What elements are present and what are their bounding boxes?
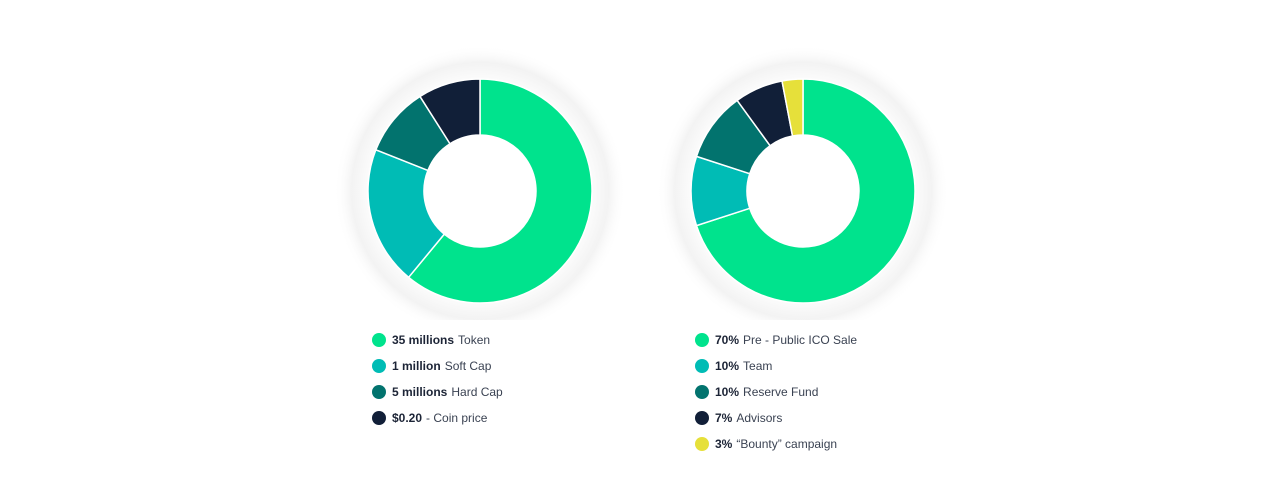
legend-dot-icon <box>372 385 386 399</box>
donut-slice[interactable] <box>407 78 593 304</box>
legend-value: 10% <box>715 385 740 399</box>
legend-value: 35 millions <box>392 333 455 347</box>
legend-value: 10% <box>715 359 740 373</box>
legend-dot-icon <box>695 411 709 425</box>
legend-label: Pre - Public ICO Sale <box>743 333 858 347</box>
legend-dot-icon <box>372 359 386 373</box>
legend-value: 5 millions <box>392 385 448 399</box>
legend-item: 10% Reserve Fund <box>695 379 857 405</box>
legend-dot-icon <box>372 411 386 425</box>
distribution-donut-chart <box>657 45 949 320</box>
token-chart <box>332 0 632 320</box>
legend-label: - Coin price <box>426 411 488 425</box>
legend-value: 7% <box>715 411 733 425</box>
legend-item: 3% “Bounty” campaign <box>695 431 857 457</box>
legend-item: 5 millions Hard Cap <box>372 379 503 405</box>
legend-value: 3% <box>715 437 733 451</box>
token-donut-chart <box>334 45 626 320</box>
legend-dot-icon <box>695 385 709 399</box>
legend-value: 70% <box>715 333 740 347</box>
donut-slice[interactable] <box>418 78 481 145</box>
legend-dot-icon <box>695 359 709 373</box>
legend-dot-icon <box>372 333 386 347</box>
legend-label: Team <box>743 359 773 373</box>
distribution-legend: 70% Pre - Public ICO Sale 10% Team 10% Reserv… <box>695 327 857 457</box>
legend-item: 1 million Soft Cap <box>372 353 503 379</box>
donut-slice[interactable] <box>695 78 916 304</box>
legend-label: Token <box>458 333 491 347</box>
legend-label: Hard Cap <box>451 385 503 399</box>
legend-label: Advisors <box>736 411 783 425</box>
legend-label: Reserve Fund <box>743 385 819 399</box>
legend-item: 7% Advisors <box>695 405 857 431</box>
legend-item: $0.20- Coin price <box>372 405 503 431</box>
donut-slice[interactable] <box>781 78 804 137</box>
distribution-chart <box>655 0 955 320</box>
legend-dot-icon <box>695 437 709 451</box>
token-legend: 35 millions Token 1 million Soft Cap 5 milli… <box>372 327 503 431</box>
legend-label: Soft Cap <box>444 359 492 373</box>
legend-value: 1 million <box>392 359 441 373</box>
legend-item: 70% Pre - Public ICO Sale <box>695 327 857 353</box>
legend-value: $0.20 <box>392 411 423 425</box>
legend-item: 35 millions Token <box>372 327 503 353</box>
legend-item: 10% Team <box>695 353 857 379</box>
legend-dot-icon <box>695 333 709 347</box>
legend-label: “Bounty” campaign <box>736 437 838 451</box>
